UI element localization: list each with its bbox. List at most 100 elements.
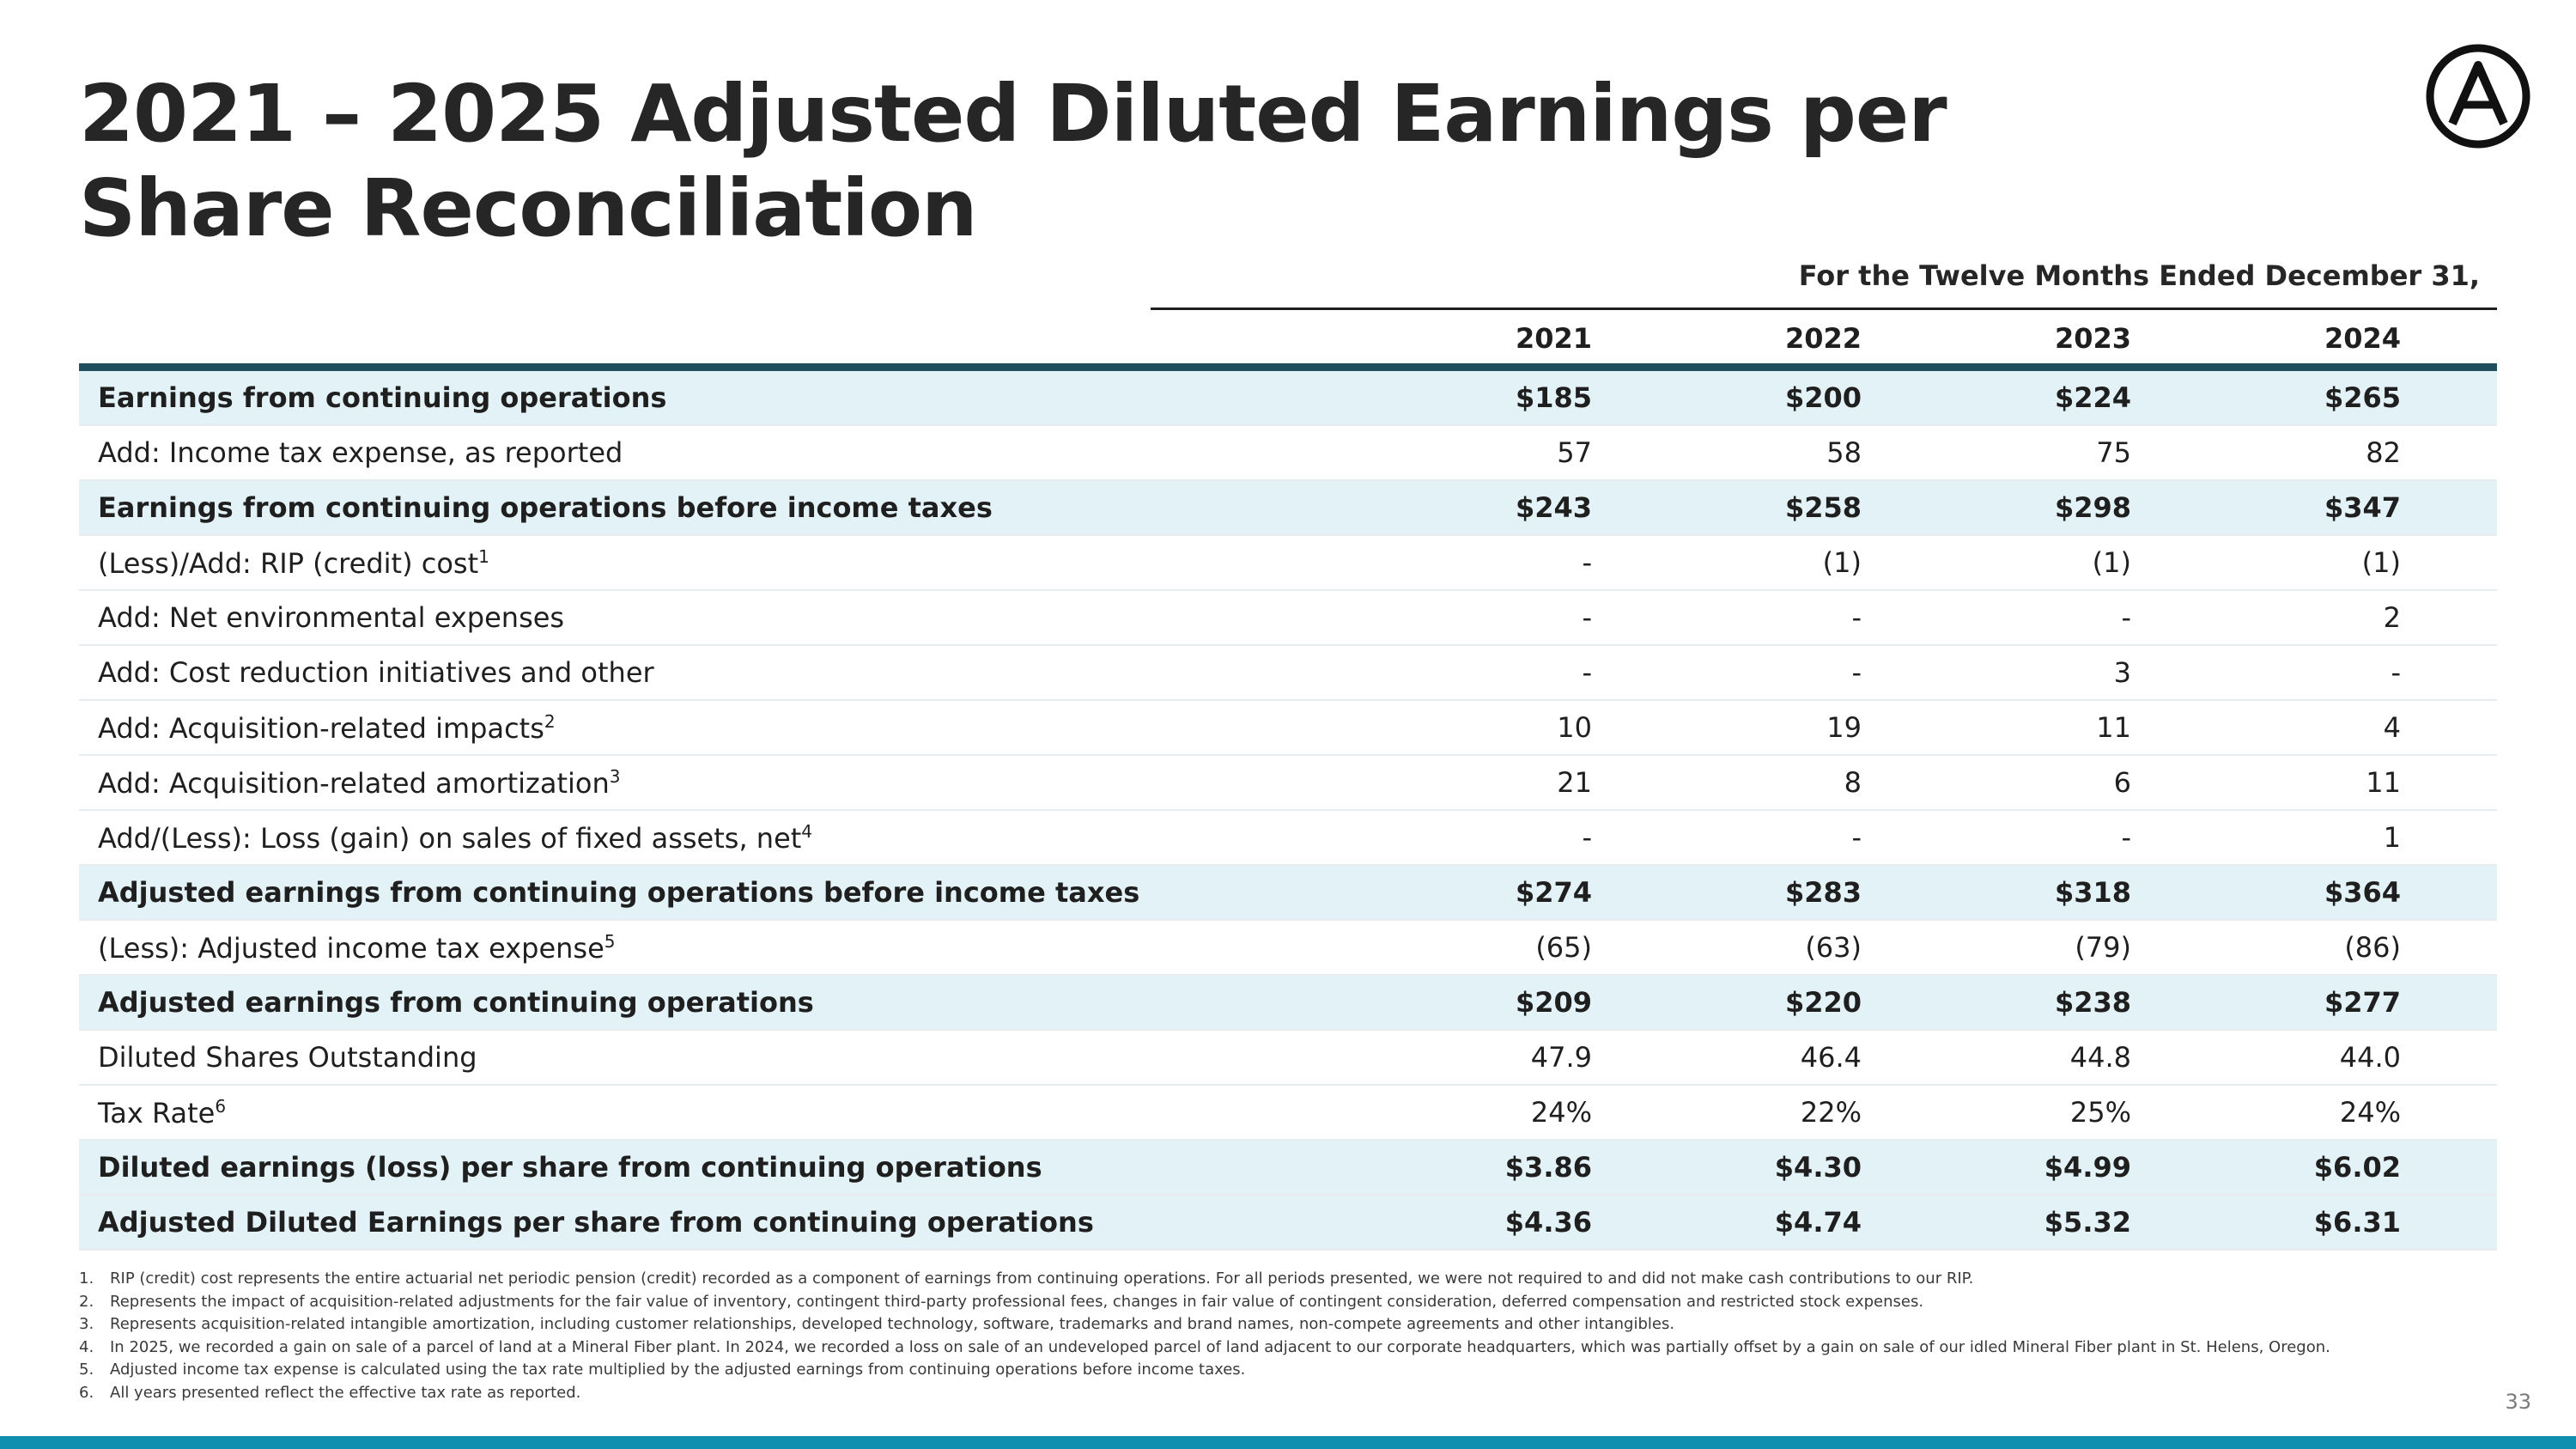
row-label: Add: Cost reduction initiatives and othe…	[79, 656, 1322, 689]
year-header-cell: 2024	[2324, 322, 2401, 355]
value-cell: $4.36	[1504, 1206, 1592, 1239]
value-cell: -	[2401, 656, 2576, 689]
value-cell: $274	[1515, 876, 1592, 909]
value-cell: -	[1582, 546, 1592, 579]
value-cell: 21	[1557, 766, 1592, 799]
table-row: Earnings from continuing operations befo…	[79, 481, 2497, 536]
row-label-text: Earnings from continuing operations befo…	[98, 491, 993, 524]
value-cell: $220	[1784, 986, 1862, 1019]
footnote-number: 2.	[79, 1292, 94, 1311]
value-cell: 4	[2383, 711, 2401, 744]
footnote-item: 6. All years presented reflect the effect…	[79, 1382, 2483, 1405]
value-cell: (1)	[2401, 821, 2576, 854]
row-label: Add/(Less): Loss (gain) on sales of fixe…	[79, 821, 1322, 855]
value-cell: 1	[2383, 821, 2401, 854]
value-cell: 43.6	[2401, 1041, 2576, 1074]
footnote-text: RIP (credit) cost represents the entire …	[110, 1269, 1974, 1288]
footnote-marker: 2	[544, 710, 556, 732]
row-label-text: Add: Acquisition-related amortization	[98, 766, 610, 800]
table-row: Diluted earnings (loss) per share from c…	[79, 1141, 2497, 1196]
row-label: Adjusted earnings from continuing operat…	[79, 876, 1322, 909]
value-cell: 25%	[2069, 1096, 2131, 1129]
value-cell: $6.31	[2313, 1206, 2401, 1239]
value-cell: 24%	[1530, 1096, 1592, 1129]
table-row: Earnings from continuing operations $185 $…	[79, 371, 2497, 426]
year-header-cell: 2021	[1515, 322, 1592, 355]
footnote-text: Adjusted income tax expense is calculate…	[110, 1361, 1246, 1379]
footnote-item: 4. In 2025, we recorded a gain on sale of…	[79, 1336, 2483, 1360]
value-cell: 23%	[2401, 1096, 2576, 1129]
table-row: Add: Acquisition-related impacts2 10 19 11 4…	[79, 701, 2497, 756]
value-cell: -	[2401, 601, 2576, 634]
table-row: Add: Net environmental expenses---2-	[79, 591, 2497, 646]
footnote-number: 6.	[79, 1383, 94, 1402]
value-cell: (1)	[2361, 546, 2401, 579]
value-cell: $7.41	[2401, 1206, 2576, 1239]
row-label-text: Tax Rate	[98, 1096, 216, 1129]
value-cell: $5.32	[2044, 1206, 2131, 1239]
value-cell: -	[2121, 821, 2131, 854]
row-label-text: Adjusted earnings from continuing operat…	[98, 876, 1140, 909]
value-cell: $298	[2054, 491, 2131, 524]
value-cell: $238	[2054, 986, 2131, 1019]
table-row: Adjusted Diluted Earnings per share from…	[79, 1196, 2497, 1251]
table-header-rule	[79, 363, 2497, 371]
value-cell: 92	[2401, 436, 2576, 469]
value-cell: $364	[2324, 876, 2401, 909]
row-label: Add: Income tax expense, as reported	[79, 436, 1322, 469]
value-cell: $6.02	[2313, 1151, 2401, 1184]
value-cell: -	[1851, 821, 1862, 854]
value-cell: 57	[1557, 436, 1592, 469]
footnote-marker: 5	[604, 930, 616, 952]
bottom-accent-bar	[0, 1436, 2576, 1449]
table-row: Adjusted earnings from continuing operat…	[79, 866, 2497, 921]
value-cell: $4.99	[2044, 1151, 2131, 1184]
footnote-marker: 3	[609, 765, 621, 787]
table-row: Add/(Less): Loss (gain) on sales of fixe…	[79, 811, 2497, 866]
value-cell: $224	[2054, 381, 2131, 414]
row-label: Tax Rate6	[79, 1096, 1322, 1129]
value-cell: (79)	[2075, 931, 2131, 964]
value-cell: $243	[1515, 491, 1592, 524]
value-cell: 24%	[2339, 1096, 2401, 1129]
row-label-text: Adjusted Diluted Earnings per share from…	[98, 1206, 1094, 1239]
footnote-marker: 4	[801, 820, 813, 842]
row-label: Earnings from continuing operations befo…	[79, 491, 1322, 524]
value-cell: 46.4	[1800, 1041, 1862, 1074]
footnote-number: 5.	[79, 1361, 94, 1379]
value-cell: -	[1582, 656, 1592, 689]
value-cell: 11	[2366, 766, 2401, 799]
row-label: Add: Acquisition-related impacts2	[79, 711, 1322, 745]
footnote-item: 1. RIP (credit) cost represents the entir…	[79, 1268, 2483, 1291]
row-label: (Less): Adjusted income tax expense5	[79, 931, 1322, 965]
row-label-text: (Less): Adjusted income tax expense	[98, 931, 605, 965]
value-cell: 6	[2113, 766, 2131, 799]
page-number: 33	[2505, 1390, 2531, 1414]
value-cell: 8	[1844, 766, 1862, 799]
value-cell: 58	[1826, 436, 1862, 469]
value-cell: -	[1851, 601, 1862, 634]
footnote-number: 1.	[79, 1269, 94, 1288]
value-cell: 44.8	[2069, 1041, 2131, 1074]
value-cell: (96)	[2401, 931, 2576, 964]
period-header-rule	[1151, 307, 2497, 310]
table-row: Add: Acquisition-related amortization3 21…	[79, 756, 2497, 811]
row-label-text: (Less)/Add: RIP (credit) cost	[98, 546, 479, 580]
value-cell: $323	[2401, 986, 2576, 1019]
value-cell: 22%	[1800, 1096, 1862, 1129]
footnote-item: 2. Represents the impact of acquisition-r…	[79, 1291, 2483, 1314]
year-header-row: 2021 2022 2023 2024 2025	[79, 313, 2497, 364]
value-cell: 75	[2096, 436, 2131, 469]
row-label-text: Add: Cost reduction initiatives and othe…	[98, 656, 654, 689]
value-cell: -	[1582, 601, 1592, 634]
row-label: Earnings from continuing operations	[79, 381, 1322, 414]
value-cell: $258	[1784, 491, 1862, 524]
value-cell: $7.08	[2401, 1151, 2576, 1184]
value-cell: (86)	[2344, 931, 2401, 964]
value-cell: 3	[2113, 656, 2131, 689]
footnote-marker: 1	[478, 545, 489, 567]
value-cell: 2	[2401, 711, 2576, 744]
value-cell: $265	[2324, 381, 2401, 414]
row-label-text: Diluted Shares Outstanding	[98, 1041, 477, 1074]
